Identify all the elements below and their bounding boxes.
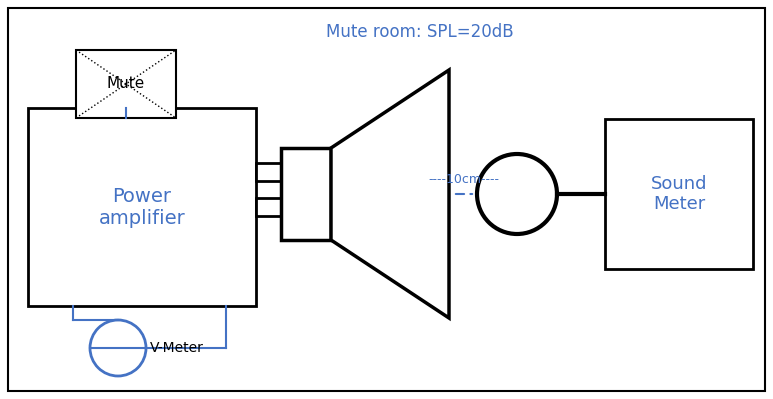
Bar bbox=[256, 163, 281, 181]
Text: ----10cm----: ----10cm---- bbox=[428, 173, 499, 186]
Bar bbox=[281, 148, 331, 240]
Circle shape bbox=[477, 154, 557, 234]
Polygon shape bbox=[331, 70, 449, 318]
Text: V-Meter: V-Meter bbox=[150, 341, 204, 355]
Text: Power
amplifier: Power amplifier bbox=[99, 186, 186, 227]
Bar bbox=[605, 119, 753, 269]
Bar bbox=[76, 50, 176, 118]
Text: Sound
Meter: Sound Meter bbox=[651, 175, 707, 213]
Text: Mute room: SPL=20dB: Mute room: SPL=20dB bbox=[326, 23, 514, 41]
Bar bbox=[256, 198, 281, 216]
Circle shape bbox=[90, 320, 146, 376]
Bar bbox=[28, 108, 256, 306]
Text: Mute: Mute bbox=[107, 77, 145, 91]
